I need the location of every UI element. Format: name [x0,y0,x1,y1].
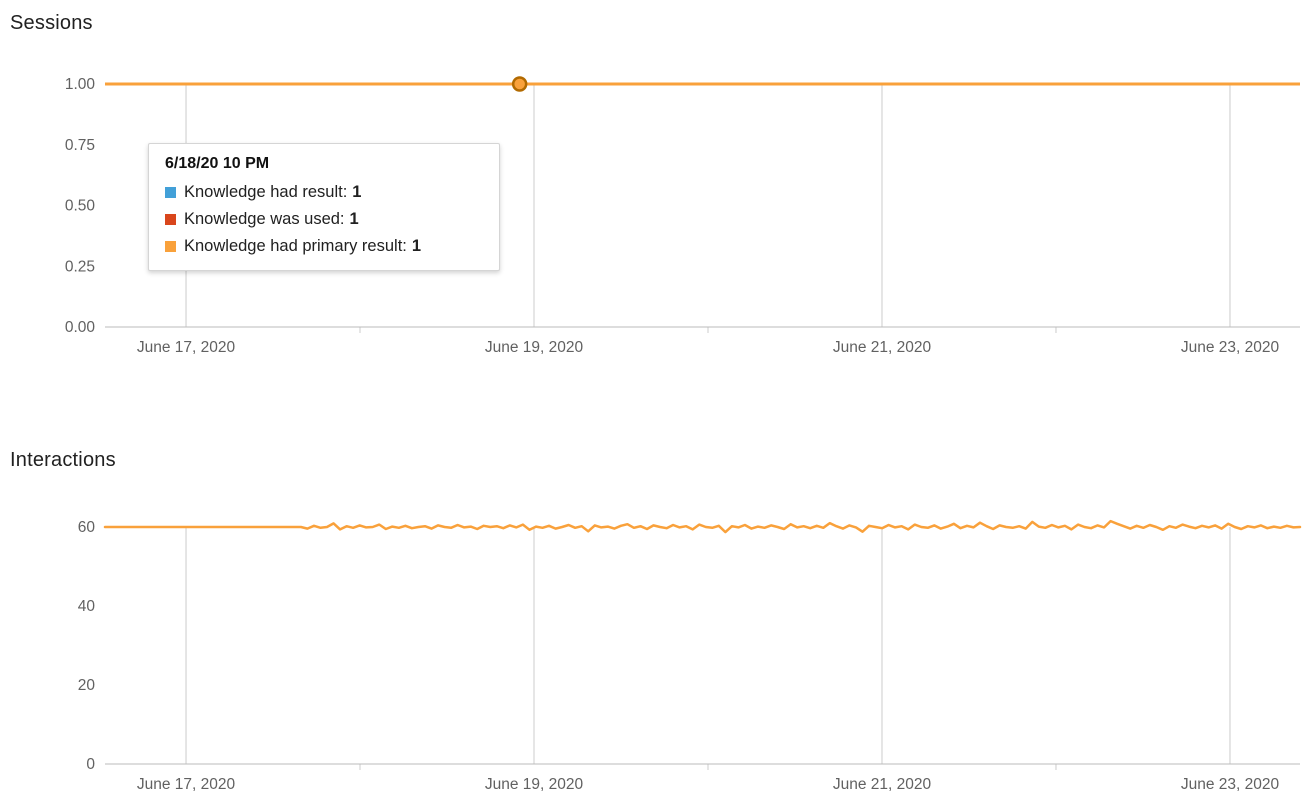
tooltip-row: Knowledge had primary result: 1 [165,233,483,260]
x-tick-label: June 21, 2020 [833,776,932,793]
x-tick-label: June 21, 2020 [833,339,932,356]
tooltip-row: Knowledge had result: 1 [165,179,483,206]
y-tick-label: 20 [78,677,96,694]
y-tick-label: 40 [78,598,96,615]
interactions-chart-plot[interactable]: 0 20 40 60 June 17, 2020 June 19, 2020 June 21… [0,400,1312,812]
legend-square-knowledge-had-primary-result-icon [165,241,176,252]
legend-square-knowledge-had-result-icon [165,187,176,198]
tooltip-row-label: Knowledge had primary result: [184,237,407,255]
x-tick-label: June 19, 2020 [485,776,584,793]
tooltip-row-label: Knowledge was used: [184,210,345,228]
x-tick-label: June 23, 2020 [1181,776,1280,793]
tooltip-row-value: 1 [411,237,422,255]
data-point-marker[interactable] [511,76,528,92]
tooltip-row-value: 1 [352,183,362,201]
tooltip-row-value: 1 [349,210,359,228]
y-tick-label: 0 [86,756,95,773]
x-tick-label: June 19, 2020 [485,339,584,356]
y-tick-label: 0.50 [65,198,96,215]
y-tick-label: 0.25 [65,258,95,275]
tooltip-row-label: Knowledge had result: [184,183,348,201]
x-tick-label: June 23, 2020 [1181,339,1280,356]
series-line [103,519,1302,534]
chart-tooltip: 6/18/20 10 PM Knowledge had result: 1 Kn… [148,143,500,271]
y-tick-label: 0.75 [65,137,95,154]
interactions-chart-title: Interactions [10,449,116,471]
legend-square-knowledge-was-used-icon [165,214,176,225]
sessions-chart-title: Sessions [10,12,93,34]
sessions-chart-plot[interactable]: 0.00 0.25 0.50 0.75 1.00 June 17, 2020 June 19… [0,0,1312,400]
x-tick-label: June 17, 2020 [137,339,236,356]
x-tick-label: June 17, 2020 [137,776,236,793]
tooltip-date-title: 6/18/20 10 PM [165,155,270,172]
y-tick-label: 0.00 [65,319,96,336]
y-tick-label: 60 [78,519,96,536]
tooltip-row: Knowledge was used: 1 [165,206,483,233]
y-tick-label: 1.00 [65,76,96,93]
